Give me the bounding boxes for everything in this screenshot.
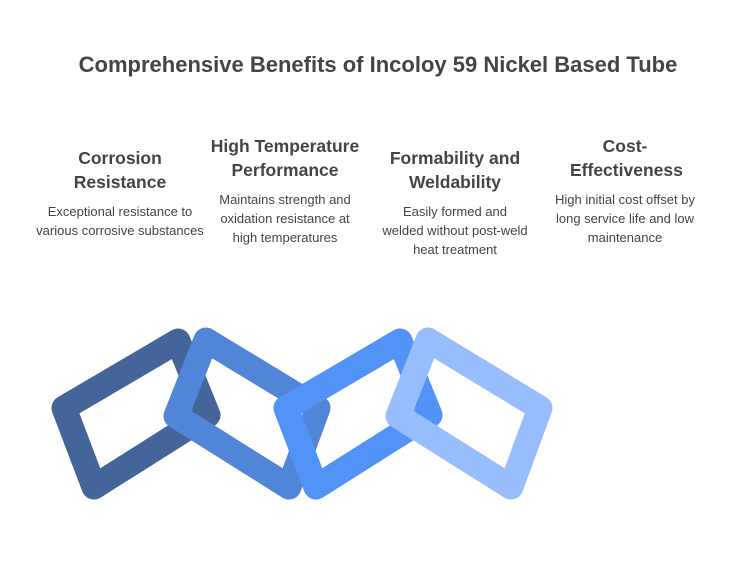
chain-link-1 — [51, 328, 221, 500]
benefit-corrosion-resistance: Corrosion Resistance Exceptional resista… — [35, 122, 205, 240]
benefit-cost-effectiveness: Cost-Effectiveness High initial cost off… — [540, 110, 710, 247]
benefit-text: Maintains strength and oxidation resista… — [219, 192, 351, 245]
benefit-text: High initial cost offset by long service… — [555, 192, 695, 245]
benefit-text: Exceptional resistance to various corros… — [36, 204, 204, 238]
chain-link-2 — [163, 327, 331, 500]
chain-link-3 — [273, 328, 443, 500]
benefit-heading: Corrosion Resistance — [73, 148, 167, 192]
benefit-heading: High Temperature Performance — [210, 136, 360, 180]
benefit-text: Easily formed and welded without post-we… — [382, 204, 528, 257]
chain-link-4 — [385, 327, 553, 500]
benefit-heading: Formability and Weldability — [389, 148, 521, 192]
benefit-formability: Formability and Weldability Easily forme… — [370, 122, 540, 259]
diagram-title: Comprehensive Benefits of Incoloy 59 Nic… — [78, 52, 678, 77]
benefit-high-temperature: High Temperature Performance Maintains s… — [200, 110, 370, 247]
benefit-heading: Cost-Effectiveness — [570, 136, 683, 180]
